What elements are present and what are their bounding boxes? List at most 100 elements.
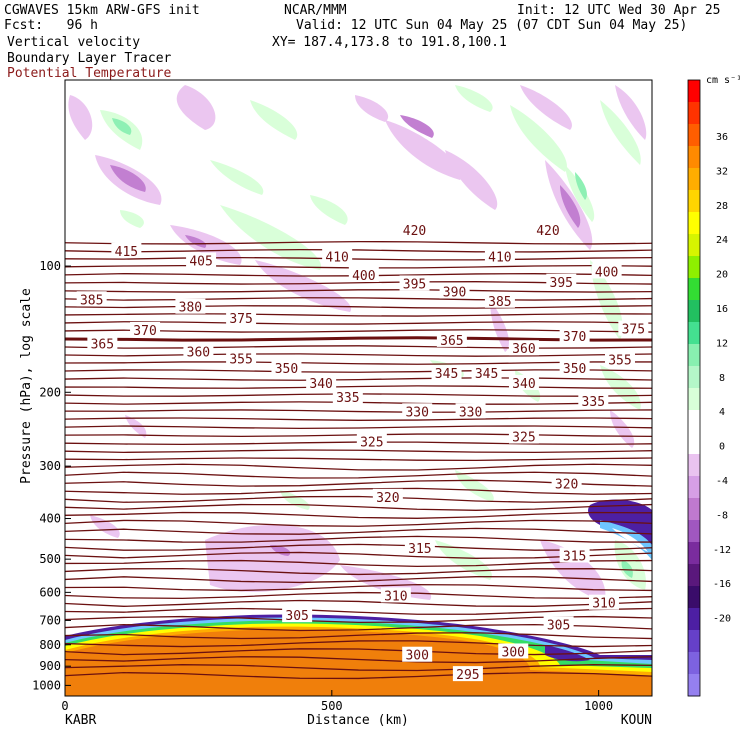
theta-label-bg: [402, 403, 433, 419]
theta-label-bg: [130, 321, 161, 337]
colorbar-swatch: [688, 586, 700, 609]
theta-line: [65, 256, 652, 261]
theta-label: 305: [547, 618, 570, 633]
colorbar-swatch: [688, 432, 700, 455]
colorbar-swatch: [688, 476, 700, 499]
theta-label-bg: [591, 263, 622, 279]
colorbar-swatch: [688, 124, 700, 147]
model-title: CGWAVES 15km ARW-GFS init: [4, 3, 200, 18]
y-tick-label: 400: [39, 512, 61, 526]
theta-line: [65, 353, 652, 357]
y-tick-label: 100: [39, 259, 61, 273]
x-tick-label: 0: [61, 699, 68, 713]
colorbar-label: 32: [716, 166, 728, 177]
theta-label-bg: [372, 488, 403, 504]
theta-label: 355: [608, 353, 631, 368]
y-tick-label: 700: [39, 613, 61, 627]
colorbar-swatch: [688, 256, 700, 279]
theta-label-bg: [332, 388, 363, 404]
theta-label-bg: [543, 616, 574, 632]
theta-line: [65, 495, 652, 503]
x-tick-label: 500: [321, 699, 343, 713]
theta-label-bg: [306, 374, 337, 390]
theta-line: [65, 511, 652, 519]
theta-label-bg: [508, 428, 539, 444]
theta-label: 330: [459, 405, 482, 420]
theta-line: [65, 671, 652, 680]
y-axis: 100 200 300 400 500 600 700 800 900 1000: [32, 259, 71, 692]
y-tick-label: 500: [39, 552, 61, 566]
colorbar: 36 32 28 24 20 16 12 8 4 0 -4 -8 -12 -16 -20: [687, 79, 731, 697]
colorbar-swatch: [688, 80, 700, 103]
theta-label-bg: [498, 643, 529, 659]
y-tick-label: 900: [39, 659, 61, 673]
theta-label: 330: [405, 405, 428, 420]
theta-label-bg: [532, 221, 563, 237]
theta-line: [65, 568, 652, 576]
theta-label-bg: [76, 291, 107, 307]
theta-label-bg: [559, 359, 590, 375]
theta-line: [65, 503, 652, 511]
colorbar-label: 20: [716, 270, 728, 281]
colorbar-label: -4: [716, 476, 728, 487]
theta-label: 325: [512, 431, 535, 446]
y-tick-label: 800: [39, 638, 61, 652]
theta-label-bg: [508, 374, 539, 390]
theta-label-bg: [559, 547, 590, 563]
colorbar-label: -12: [713, 545, 731, 556]
colorbar-label: 4: [719, 407, 725, 418]
colorbar-swatch: [688, 344, 700, 367]
theta-label: 305: [285, 609, 308, 624]
theta-label: 315: [563, 549, 586, 564]
colorbar-label: -8: [716, 510, 728, 521]
theta-label: 365: [440, 334, 463, 349]
colorbar-label: 24: [716, 235, 728, 246]
theta-line: [65, 543, 652, 551]
theta-line: [65, 576, 652, 584]
x-axis-label: Distance (km): [307, 713, 409, 728]
theta-label: 405: [189, 255, 212, 270]
theta-line: [65, 487, 652, 495]
theta-line: [65, 409, 652, 413]
colorbar-label: 0: [719, 442, 725, 453]
theta-label: 295: [456, 668, 479, 683]
colorbar-swatch: [688, 146, 700, 169]
theta-label: 385: [80, 293, 103, 308]
theta-contour-labels: 415 405 410 420 420 410 400 395 390 385 395 400 385 3…: [76, 221, 649, 683]
colorbar-swatch: [688, 300, 700, 323]
init-time: Init: 12 UTC Wed 30 Apr 25: [517, 3, 721, 18]
field-bl-tracer: Boundary Layer Tracer: [7, 51, 172, 66]
theta-line: [65, 417, 652, 421]
colorbar-swatch: [688, 212, 700, 235]
theta-label: 390: [443, 286, 466, 301]
y-tick-label: 300: [39, 459, 61, 473]
theta-label-bg: [175, 298, 206, 314]
right-station-label: KOUN: [621, 713, 652, 728]
colorbar-swatch: [688, 190, 700, 213]
theta-label-bg: [455, 403, 486, 419]
plot-frame: [64, 79, 653, 697]
theta-label-bg: [471, 365, 502, 381]
colorbar-swatch: [688, 388, 700, 411]
theta-line: [65, 449, 652, 454]
theta-line: [65, 313, 652, 317]
theta-line: [65, 336, 652, 342]
colorbar-swatch: [688, 630, 700, 653]
theta-label: 370: [133, 324, 156, 339]
theta-label: 360: [512, 342, 535, 357]
theta-contours: [65, 240, 652, 680]
theta-label: 365: [91, 338, 114, 353]
theta-line: [65, 377, 652, 381]
colorbar-swatch: [688, 278, 700, 301]
theta-label-bg: [588, 594, 619, 610]
left-station-label: KABR: [65, 713, 96, 728]
theta-label: 300: [502, 645, 525, 660]
colorbar-swatch: [688, 652, 700, 675]
field-vertical-velocity: Vertical velocity: [7, 35, 141, 50]
theta-label: 410: [325, 251, 348, 266]
colorbar-unit: cm s⁻¹: [706, 75, 740, 86]
theta-line: [65, 599, 652, 607]
theta-line: [65, 240, 652, 245]
theta-label-bg: [226, 350, 257, 366]
theta-line: [65, 519, 652, 527]
